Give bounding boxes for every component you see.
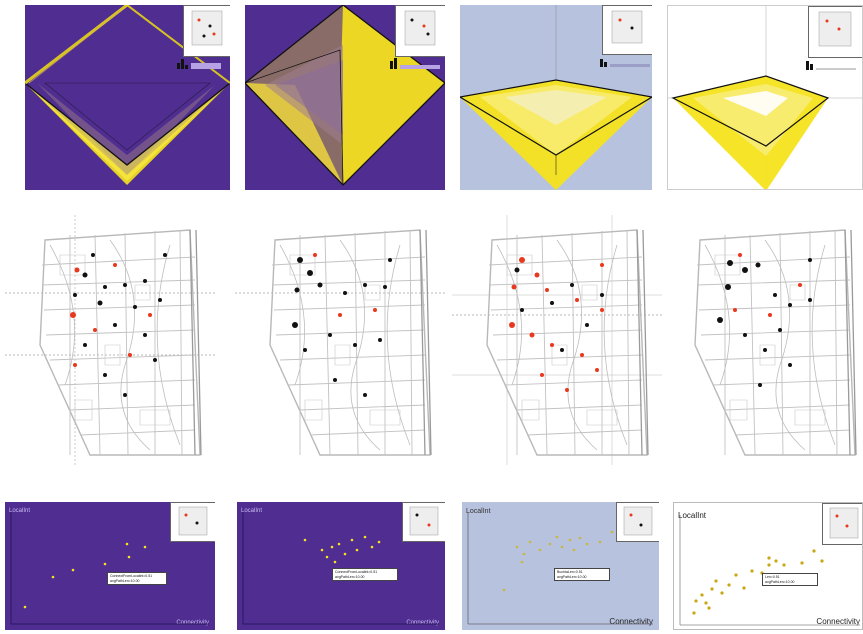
x-axis-label: Connectivity	[609, 617, 653, 626]
y-axis-label: LocalInt	[241, 508, 263, 514]
scatter-plot-4: LocalInt Connectivity Len=0.51 avgPathLe…	[673, 502, 863, 630]
street-map-1	[5, 215, 215, 465]
minimap-inset	[602, 5, 652, 55]
info-line-1: ConnectFromLocalint=0.51	[110, 574, 153, 578]
x-axis-label: Connectivity	[176, 620, 209, 626]
info-line-1: BuchtaLen=0.51	[557, 570, 583, 574]
info-line-2: avgPathLen=10.00	[110, 578, 140, 583]
scatter-plot-2: LocalInt Connectivity ConnectFromLocalin…	[237, 502, 445, 630]
info-line-2: avgPathLen=10.00	[335, 574, 365, 579]
diamond-chart-1	[25, 5, 230, 190]
minimap-inset	[808, 6, 862, 58]
scatter-plot-3: LocalInt Connectivity BuchtaLen=0.51 avg…	[462, 502, 659, 630]
histogram	[175, 57, 230, 69]
diamond-chart-4	[667, 5, 863, 190]
diamond-graphic	[25, 5, 230, 185]
diamond-chart-3	[460, 5, 652, 190]
info-box: Len=0.51 avgPathLen=10.00	[762, 573, 818, 586]
histogram	[598, 55, 652, 67]
info-box: ConnectFromLocalint=0.51 avgPathLen=10.0…	[332, 568, 398, 581]
info-line-2: avgPathLen=10.00	[557, 574, 587, 579]
minimap-inset	[183, 5, 230, 57]
diamond-graphic	[460, 5, 652, 190]
x-axis-label: Connectivity	[406, 620, 439, 626]
minimap-inset	[395, 5, 445, 57]
minimap-inset	[170, 502, 215, 542]
x-axis-label: Connectivity	[816, 617, 860, 626]
diamond-chart-2	[245, 5, 445, 190]
info-box: BuchtaLen=0.51 avgPathLen=10.00	[554, 568, 610, 581]
histogram	[388, 57, 443, 69]
y-axis-label: LocalInt	[9, 508, 31, 514]
y-axis-label: LocalInt	[466, 508, 491, 515]
scatter-plot-1: LocalInt Connectivity ConnectFromLocalin…	[5, 502, 215, 630]
y-axis-label: LocalInt	[678, 511, 707, 520]
minimap-inset	[822, 503, 862, 545]
info-line-2: avgPathLen=10.00	[765, 579, 795, 584]
street-map-3	[452, 215, 662, 465]
histogram	[804, 58, 862, 70]
street-map-2	[235, 215, 445, 465]
minimap-inset	[616, 502, 659, 542]
info-line-1: Len=0.51	[765, 575, 780, 579]
minimap-inset	[402, 502, 445, 542]
info-line-1: ConnectFromLocalint=0.51	[335, 570, 378, 574]
info-box: ConnectFromLocalint=0.51 avgPathLen=10.0…	[107, 572, 167, 585]
street-map-4	[670, 215, 863, 465]
diamond-graphic	[668, 6, 862, 189]
